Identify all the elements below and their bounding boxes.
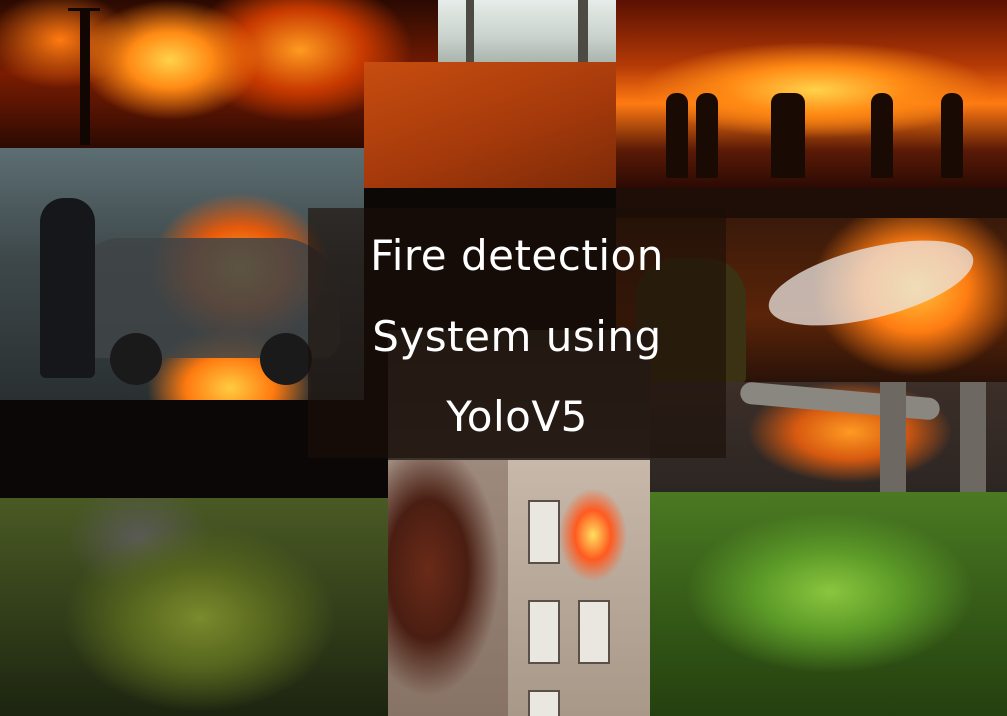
title-line: YoloV5: [446, 392, 588, 442]
grass-photo: [650, 492, 1007, 716]
mossy-rock-photo: [0, 498, 388, 716]
title-line: System using: [372, 311, 662, 361]
title-line: Fire detection: [370, 231, 664, 280]
smoke-orange-photo: [364, 62, 616, 188]
forest-photo: [438, 0, 616, 62]
title-overlay-panel: [308, 208, 726, 458]
page-title: Fire detection System using YoloV5: [308, 216, 726, 458]
burning-car-photo: [0, 148, 364, 400]
building-window-fire-photo: [388, 460, 650, 716]
firefighters-photo: [616, 0, 1007, 188]
